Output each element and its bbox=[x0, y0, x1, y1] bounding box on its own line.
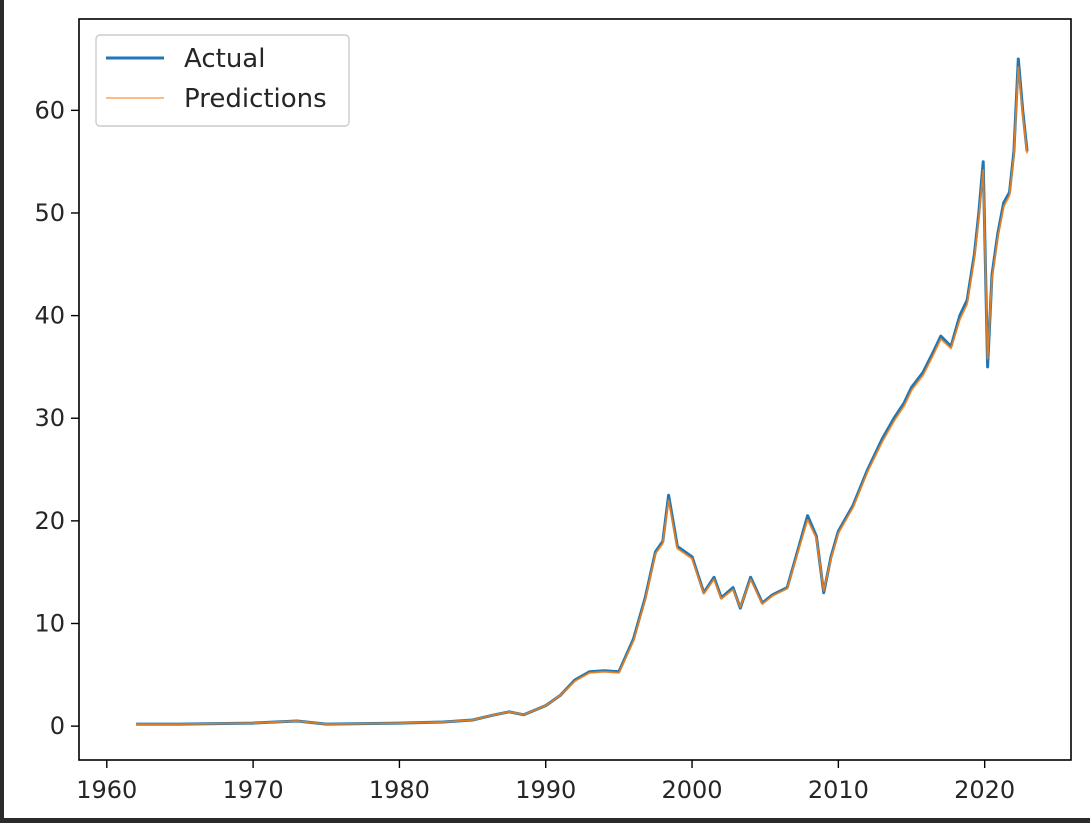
legend-label-actual: Actual bbox=[184, 44, 265, 74]
axes-frame bbox=[78, 18, 1072, 761]
y-axis: 0 10 20 30 40 50 60 bbox=[34, 96, 79, 740]
series-line-actual bbox=[136, 57, 1029, 726]
series-line-predictions bbox=[136, 66, 1028, 725]
series-layer bbox=[136, 57, 1029, 726]
y-tick-label: 40 bbox=[34, 302, 65, 330]
y-tick-label: 50 bbox=[34, 199, 65, 227]
y-tick-label: 0 bbox=[50, 712, 65, 740]
line-chart: 1960 1970 1980 1990 2000 2010 2020 0 10 20 30 40 50… bbox=[34, 18, 1072, 804]
x-tick-label: 1980 bbox=[369, 776, 430, 804]
x-tick-label: 2000 bbox=[662, 776, 723, 804]
legend: Actual Predictions bbox=[95, 34, 350, 127]
chart-figure: 1960 1970 1980 1990 2000 2010 2020 0 10 20 30 40 50… bbox=[4, 0, 1090, 818]
x-tick-label: 1970 bbox=[223, 776, 284, 804]
x-axis: 1960 1970 1980 1990 2000 2010 2020 bbox=[76, 760, 1015, 804]
y-tick-label: 60 bbox=[34, 96, 65, 124]
legend-label-predictions: Predictions bbox=[184, 84, 327, 114]
x-tick-label: 2010 bbox=[808, 776, 869, 804]
y-tick-label: 10 bbox=[34, 610, 65, 638]
x-tick-label: 2020 bbox=[954, 776, 1015, 804]
x-tick-label: 1990 bbox=[515, 776, 576, 804]
y-tick-label: 30 bbox=[34, 404, 65, 432]
x-tick-label: 1960 bbox=[76, 776, 137, 804]
y-tick-label: 20 bbox=[34, 507, 65, 535]
